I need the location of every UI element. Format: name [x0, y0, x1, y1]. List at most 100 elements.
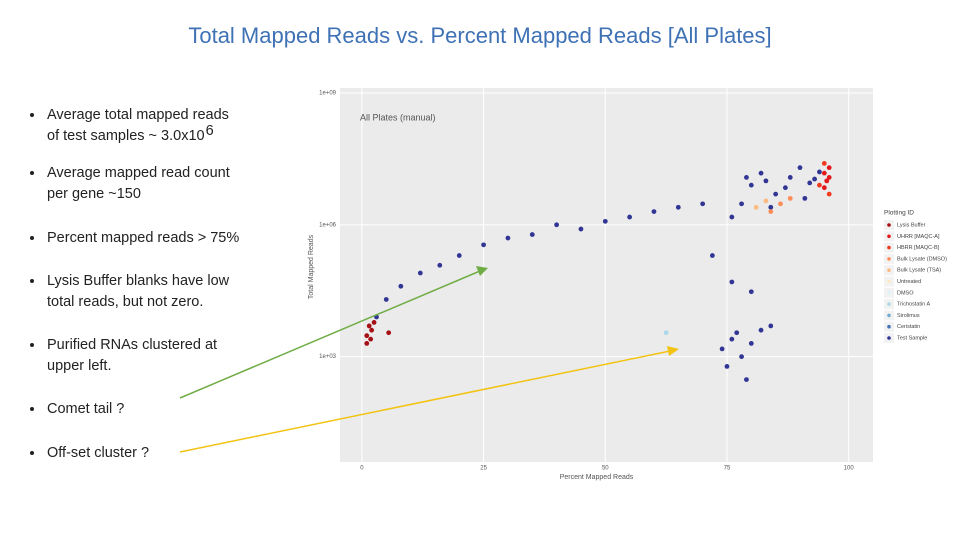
- point: [383, 297, 389, 302]
- y-tick-label: 1e+03: [319, 354, 337, 360]
- point: [748, 289, 754, 295]
- point: [456, 253, 462, 258]
- point: [748, 341, 754, 346]
- legend-swatch: [887, 245, 891, 250]
- legend-label: Test Sample: [897, 335, 927, 341]
- point: [817, 169, 822, 175]
- point: [739, 354, 744, 360]
- bullet-list: Average total mapped reads of test sample…: [30, 107, 239, 461]
- point: [817, 182, 822, 188]
- point: [663, 330, 669, 336]
- legend-label: UHRR [MAQC-A]: [897, 234, 940, 240]
- point: [481, 242, 486, 248]
- point: [768, 209, 774, 214]
- point: [768, 323, 774, 329]
- point: [744, 175, 749, 180]
- point: [386, 330, 392, 336]
- x-axis-label: Percent Mapped Reads: [560, 474, 634, 481]
- point: [371, 320, 377, 325]
- point: [364, 341, 370, 346]
- point: [627, 214, 633, 220]
- legend-swatch: [887, 302, 891, 306]
- point: [729, 336, 735, 342]
- point: [554, 222, 560, 228]
- bullet-text: Average mapped read count: [47, 165, 230, 181]
- bullet-text: Purified RNAs clustered at: [47, 337, 217, 353]
- legend-swatch: [887, 223, 891, 227]
- point: [366, 323, 372, 329]
- point: [748, 182, 754, 188]
- point: [753, 204, 759, 210]
- arrow-head: [476, 266, 488, 276]
- point: [368, 336, 374, 342]
- point: [651, 209, 657, 214]
- bullet-dot: [30, 171, 34, 175]
- point: [826, 191, 832, 197]
- bullet-dot: [30, 236, 34, 240]
- point: [700, 201, 706, 207]
- bullet-dot: [30, 343, 34, 347]
- point: [364, 333, 370, 339]
- legend-label: Ceristatin: [897, 324, 920, 330]
- point: [505, 235, 511, 241]
- point: [724, 363, 730, 369]
- point: [797, 165, 803, 171]
- legend-swatch: [887, 257, 891, 261]
- point: [787, 175, 793, 180]
- bullet-text: of test samples ~ 3.0x10: [47, 128, 205, 144]
- bullet-text: Average total mapped reads: [47, 107, 229, 123]
- legend-label: Bulk Lysate (DMSO): [897, 256, 947, 262]
- bullet-text: upper left.: [47, 358, 112, 374]
- point: [729, 214, 735, 220]
- point: [768, 204, 774, 210]
- bullet-text: total reads, but not zero.: [47, 294, 203, 310]
- bullet-dot: [30, 279, 34, 283]
- arrow: [179, 270, 481, 399]
- point: [709, 253, 715, 258]
- bullet-text: Comet tail ?: [47, 401, 124, 417]
- bullet-text: Off-set cluster ?: [47, 445, 149, 461]
- point: [417, 270, 423, 276]
- point: [369, 327, 375, 333]
- point: [675, 204, 681, 210]
- legend-swatch: [887, 291, 891, 295]
- legend-label: Trichostatin A: [897, 302, 930, 308]
- x-tick-label: 75: [724, 466, 731, 472]
- point: [398, 283, 404, 289]
- point: [782, 185, 788, 191]
- point: [529, 232, 535, 237]
- point: [763, 178, 769, 184]
- arrow-head: [667, 346, 679, 356]
- point: [602, 218, 608, 224]
- point: [787, 195, 793, 201]
- legend-swatch: [887, 279, 891, 284]
- point: [826, 165, 832, 171]
- legend-swatch: [887, 324, 891, 329]
- bullet-dot: [30, 451, 34, 455]
- y-axis-label: Total Mapped Reads: [308, 234, 315, 299]
- point: [778, 201, 783, 207]
- x-tick-label: 0: [360, 466, 364, 472]
- point: [758, 170, 764, 176]
- slide-title: Total Mapped Reads vs. Percent Mapped Re…: [188, 23, 771, 48]
- plot: 0 25 50 75 100 1e+03 1e+06 1e+09 Percent Mapped …: [308, 88, 947, 481]
- point: [812, 176, 817, 182]
- legend-label: DMSO: [897, 290, 914, 296]
- point: [763, 198, 769, 204]
- point: [802, 195, 808, 201]
- arrow: [179, 350, 671, 453]
- legend-label: Bulk Lysate (TSA): [897, 268, 941, 274]
- point: [821, 170, 827, 176]
- x-tick-label: 100: [844, 466, 855, 472]
- point: [729, 279, 735, 285]
- x-tick-label: 50: [602, 466, 609, 472]
- bullet-text: per gene ~150: [47, 186, 141, 202]
- legend-label: HBRR [MAQC-B]: [897, 245, 940, 251]
- plot-background: [340, 88, 873, 462]
- y-tick-label: 1e+06: [319, 222, 337, 228]
- point: [807, 180, 813, 186]
- point: [739, 201, 744, 207]
- point: [734, 330, 740, 336]
- x-tick-label: 25: [480, 466, 487, 472]
